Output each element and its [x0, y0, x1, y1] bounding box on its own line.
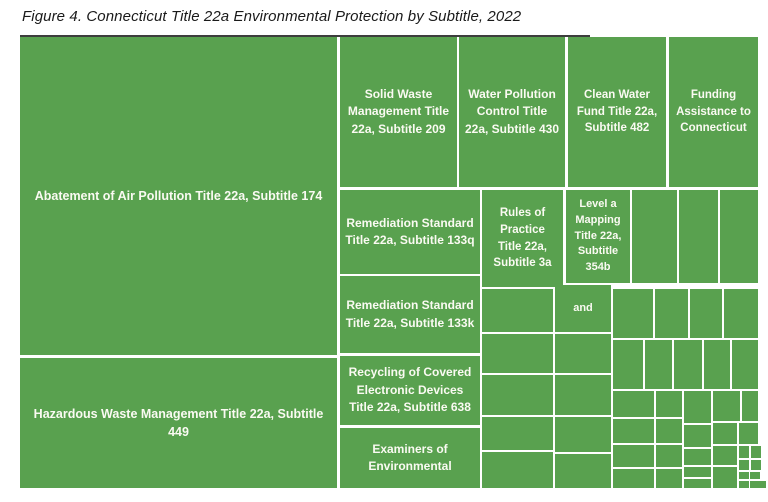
- treemap-cell-unlabeled[interactable]: [720, 190, 758, 283]
- treemap-cell-unlabeled[interactable]: [482, 452, 553, 488]
- treemap-cell-remediation-standard-title-22a-subtitle-133k[interactable]: Remediation Standard Title 22a, Subtitle…: [340, 276, 480, 353]
- treemap-cell-unlabeled[interactable]: [613, 289, 653, 338]
- treemap-cell-rules-of-practice-title-22a-subtitle-3a[interactable]: Rules of Practice Title 22a, Subtitle 3a: [482, 190, 563, 287]
- treemap-cell-unlabeled[interactable]: [613, 391, 654, 417]
- treemap-cell-hazardous-waste-management-title-22a-subtitle-44[interactable]: Hazardous Waste Management Title 22a, Su…: [20, 358, 337, 488]
- treemap-cell-label: Remediation Standard Title 22a, Subtitle…: [345, 215, 475, 247]
- treemap-cell-label: Examiners of Environmental: [368, 441, 452, 473]
- treemap-cell-label: Recycling of Covered Electronic Devices …: [348, 365, 472, 415]
- treemap-cell-unlabeled[interactable]: [555, 334, 611, 373]
- treemap-cell-unlabeled[interactable]: [482, 334, 553, 373]
- treemap-cell-label: Hazardous Waste Management Title 22a, Su…: [33, 406, 324, 439]
- treemap-cell-level-a-mapping-title-22a-subtitle-354b[interactable]: Level a Mapping Title 22a, Subtitle 354b: [566, 190, 630, 283]
- treemap-cell-unlabeled[interactable]: [613, 419, 654, 443]
- treemap-cell-abatement-of-air-pollution-title-22a-subtitle-17[interactable]: Abatement of Air Pollution Title 22a, Su…: [20, 37, 337, 355]
- treemap-cell-unlabeled[interactable]: [750, 481, 760, 488]
- treemap-cell-unlabeled[interactable]: [482, 417, 553, 450]
- treemap-cell-unlabeled[interactable]: [724, 289, 758, 338]
- treemap-cell-recycling-of-covered-electronic-devices-title-22[interactable]: Recycling of Covered Electronic Devices …: [340, 356, 480, 425]
- treemap-cell-and[interactable]: and: [555, 285, 611, 332]
- treemap-cell-label: Rules of Practice Title 22a, Subtitle 3a: [493, 207, 552, 270]
- treemap-cell-unlabeled[interactable]: [732, 340, 758, 389]
- treemap-cell-label: Level a Mapping Title 22a, Subtitle 354b: [574, 197, 622, 274]
- treemap-cell-unlabeled[interactable]: [690, 289, 722, 338]
- treemap-cell-label: Water Pollution Control Title 22a, Subti…: [464, 86, 560, 136]
- treemap-cell-unlabeled[interactable]: [613, 340, 643, 389]
- treemap-cell-label: and: [573, 301, 593, 314]
- treemap-cell-water-pollution-control-title-22a-subtitle-430[interactable]: Water Pollution Control Title 22a, Subti…: [459, 37, 565, 187]
- treemap-cell-unlabeled[interactable]: [679, 190, 718, 283]
- treemap-cell-unlabeled[interactable]: [684, 449, 711, 465]
- treemap-cell-label: Solid Waste Management Title 22a, Subtit…: [347, 86, 450, 136]
- treemap-cell-unlabeled[interactable]: [713, 446, 737, 465]
- treemap-cell-unlabeled[interactable]: [756, 481, 766, 488]
- treemap-cell-examiners-of-environmental[interactable]: Examiners of Environmental: [340, 428, 480, 488]
- treemap-cell-unlabeled[interactable]: [656, 445, 682, 467]
- treemap-cell-unlabeled[interactable]: [656, 469, 682, 488]
- treemap-cell-unlabeled[interactable]: [750, 472, 760, 479]
- treemap-cell-unlabeled[interactable]: [739, 423, 758, 444]
- treemap-cell-unlabeled[interactable]: [739, 472, 749, 479]
- treemap-cell-unlabeled[interactable]: [713, 391, 740, 421]
- treemap: Abatement of Air Pollution Title 22a, Su…: [20, 37, 766, 488]
- treemap-cell-unlabeled[interactable]: [739, 481, 749, 488]
- treemap-cell-solid-waste-management-title-22a-subtitle-209[interactable]: Solid Waste Management Title 22a, Subtit…: [340, 37, 457, 187]
- treemap-cell-funding-assistance-to-connecticut[interactable]: Funding Assistance to Connecticut: [669, 37, 758, 187]
- treemap-cell-label: Clean Water Fund Title 22a, Subtitle 482: [576, 88, 658, 135]
- treemap-cell-unlabeled[interactable]: [656, 391, 682, 417]
- treemap-cell-label: Remediation Standard Title 22a, Subtitle…: [345, 298, 475, 330]
- treemap-cell-unlabeled[interactable]: [684, 467, 711, 477]
- treemap-cell-label: Abatement of Air Pollution Title 22a, Su…: [34, 188, 323, 203]
- treemap-cell-unlabeled[interactable]: [684, 391, 711, 423]
- treemap-cell-clean-water-fund-title-22a-subtitle-482[interactable]: Clean Water Fund Title 22a, Subtitle 482: [568, 37, 666, 187]
- treemap-cell-unlabeled[interactable]: [739, 460, 749, 470]
- treemap-cell-unlabeled[interactable]: [656, 419, 682, 443]
- treemap-cell-unlabeled[interactable]: [674, 340, 702, 389]
- treemap-cell-unlabeled[interactable]: [555, 454, 611, 488]
- title-rule: [20, 35, 590, 37]
- treemap-cell-unlabeled[interactable]: [713, 467, 737, 488]
- treemap-cell-remediation-standard-title-22a-subtitle-133q[interactable]: Remediation Standard Title 22a, Subtitle…: [340, 190, 480, 274]
- treemap-cell-unlabeled[interactable]: [613, 469, 654, 488]
- treemap-cell-unlabeled[interactable]: [645, 340, 672, 389]
- treemap-cell-unlabeled[interactable]: [704, 340, 730, 389]
- treemap-cell-unlabeled[interactable]: [713, 423, 737, 444]
- treemap-cell-unlabeled[interactable]: [482, 375, 553, 415]
- treemap-cell-unlabeled[interactable]: [684, 425, 711, 447]
- treemap-cell-unlabeled[interactable]: [555, 417, 611, 452]
- treemap-cell-unlabeled[interactable]: [613, 445, 654, 467]
- treemap-cell-unlabeled[interactable]: [684, 479, 711, 488]
- treemap-cell-unlabeled[interactable]: [632, 190, 677, 283]
- treemap-cell-unlabeled[interactable]: [555, 375, 611, 415]
- treemap-cell-unlabeled[interactable]: [742, 391, 758, 421]
- treemap-cell-unlabeled[interactable]: [482, 289, 553, 332]
- treemap-cell-unlabeled[interactable]: [751, 446, 761, 458]
- treemap-cell-unlabeled[interactable]: [739, 446, 749, 458]
- treemap-cell-unlabeled[interactable]: [655, 289, 688, 338]
- treemap-cell-label: Funding Assistance to Connecticut: [676, 88, 751, 135]
- treemap-cell-unlabeled[interactable]: [751, 460, 761, 470]
- figure-title: Figure 4. Connecticut Title 22a Environm…: [22, 8, 522, 25]
